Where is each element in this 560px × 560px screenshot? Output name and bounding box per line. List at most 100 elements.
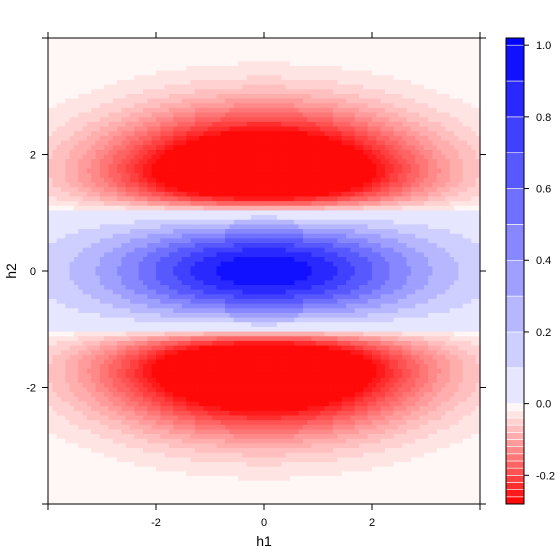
heat-cell [52,145,58,151]
heat-cell [86,229,92,235]
heat-cell [203,257,209,263]
heat-cell [216,415,222,421]
heat-cell [91,410,97,417]
heat-cell [194,308,200,314]
heat-cell [73,480,79,486]
heat-cell [173,173,179,179]
heat-cell [48,247,53,253]
heat-cell [216,494,222,500]
heat-cell [173,191,179,198]
heat-cell [160,308,166,314]
heat-cell [147,261,153,267]
heat-cell [151,443,157,449]
heat-cell [95,233,101,239]
heat-cell [238,345,243,351]
heat-cell [95,75,101,81]
heat-cell [246,252,252,258]
heat-cell [164,257,170,263]
heat-cell [259,112,265,118]
heat-cell [82,215,88,221]
heat-cell [212,224,218,230]
heat-cell [117,145,123,151]
heat-cell [104,271,110,277]
heat-cell [121,163,127,170]
heat-cell [207,107,213,114]
heat-cell [52,452,58,458]
heat-cell [143,438,148,445]
heat-cell [216,275,222,281]
heat-cell [220,75,226,81]
heat-cell [168,145,174,151]
heat-cell [48,280,53,286]
heat-cell [242,378,248,384]
heat-cell [143,429,148,435]
heat-cell [65,317,71,323]
heat-cell [181,135,187,142]
heat-cell [207,480,213,486]
heat-cell [229,382,235,389]
heat-cell [138,499,144,505]
heat-cell [199,247,205,253]
heat-cell [78,145,84,151]
heat-cell [143,75,148,81]
heat-cell [143,47,148,53]
heat-cell [220,340,226,347]
heat-cell [121,51,127,58]
heat-cell [242,298,248,305]
heat-cell [151,471,157,477]
heat-cell [121,359,127,365]
heat-cell [173,429,179,435]
heat-cell [130,406,135,412]
heat-cell [216,56,222,62]
heat-cell [168,382,174,389]
heat-cell [121,191,127,198]
heat-cell [52,47,58,53]
heat-cell [69,471,75,477]
heat-cell [173,378,179,384]
heat-cell [160,233,166,239]
heat-cell [251,191,256,198]
heat-cell [121,154,127,160]
heat-cell [225,480,231,486]
heat-cell [112,266,118,272]
heat-cell [147,266,153,272]
heat-cell [177,224,183,230]
heat-cell [259,75,265,81]
heat-cell [130,51,135,58]
heat-cell [117,401,123,407]
heat-cell [242,406,248,412]
heat-cell [82,336,88,342]
heat-cell [242,420,248,426]
heat-cell [95,98,101,104]
heat-cell [108,410,114,417]
heat-cell [173,70,179,76]
heat-cell [181,452,187,458]
heat-cell [95,326,101,333]
heat-cell [259,312,265,319]
heat-cell [238,163,243,170]
heat-cell [48,121,53,128]
heat-cell [233,140,239,146]
heat-cell [181,205,187,212]
heat-cell [104,261,110,267]
heat-cell [251,121,256,128]
heat-cell [82,401,88,407]
heat-cell [60,56,66,62]
heat-cell [229,480,235,486]
heat-cell [125,275,131,281]
heat-cell [60,322,66,328]
heat-cell [242,93,248,100]
heat-cell [52,210,58,216]
heat-cell [181,280,187,286]
heat-cell [69,424,75,431]
heat-cell [212,112,218,118]
heat-cell [259,420,265,426]
heat-cell [112,345,118,351]
heat-cell [52,401,58,407]
heat-cell [207,350,213,356]
heat-cell [125,56,131,62]
heat-cell [147,47,153,53]
heat-cell [91,70,97,76]
heat-cell [199,345,205,351]
heat-cell [255,326,261,333]
